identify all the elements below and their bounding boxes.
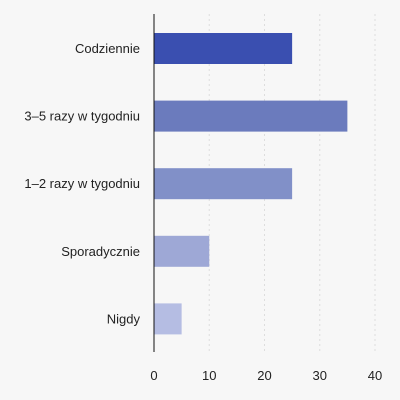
bar xyxy=(154,33,293,64)
category-label: Codziennie xyxy=(75,41,140,56)
x-tick-label: 30 xyxy=(313,368,327,383)
gridlines xyxy=(208,14,376,352)
x-tick-label: 40 xyxy=(368,368,382,383)
x-tick-label: 10 xyxy=(202,368,216,383)
category-label: Sporadycznie xyxy=(61,244,140,259)
x-tick-label: 20 xyxy=(257,368,271,383)
category-labels: Codziennie 3–5 razy w tygodniu 1–2 razy w … xyxy=(24,41,140,326)
bar xyxy=(154,303,182,335)
bar xyxy=(154,235,210,267)
category-label: 3–5 razy w tygodniu xyxy=(24,109,140,124)
category-label: Nigdy xyxy=(107,311,141,326)
bars xyxy=(154,33,348,335)
x-tick-label: 0 xyxy=(150,368,157,383)
bar xyxy=(154,100,348,132)
x-tick-labels: 0 10 20 30 40 xyxy=(150,368,382,383)
category-label: 1–2 razy w tygodniu xyxy=(24,176,140,191)
bar xyxy=(154,168,293,200)
